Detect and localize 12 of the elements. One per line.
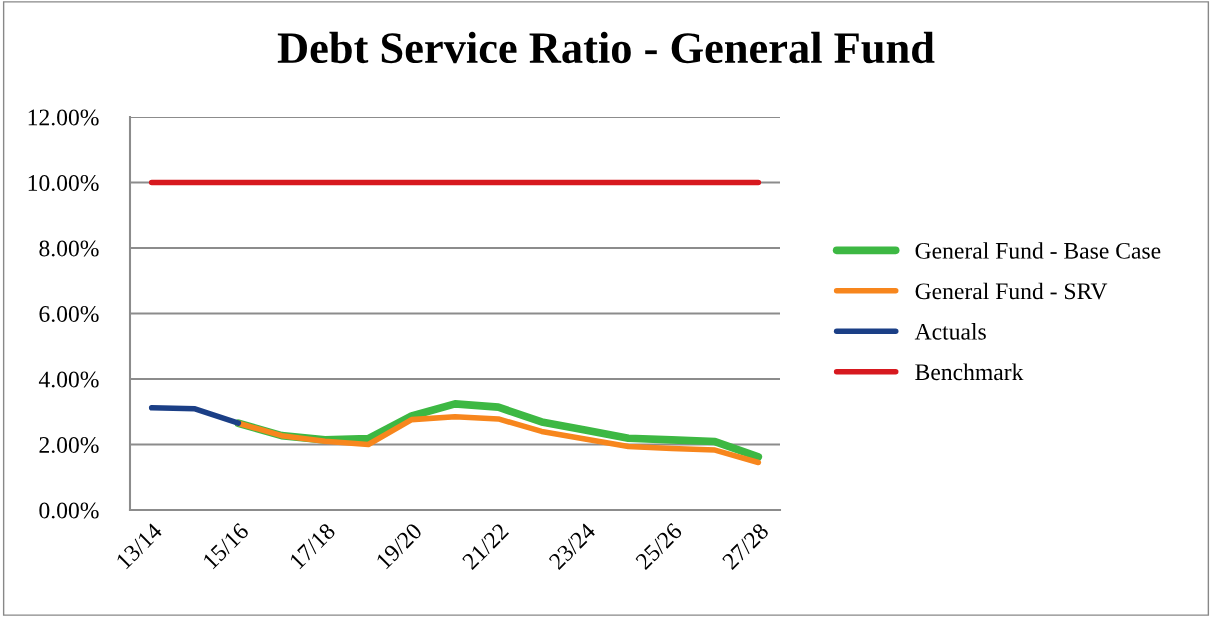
y-tick-label: 12.00% bbox=[28, 109, 99, 126]
y-tick-label: 4.00% bbox=[38, 371, 99, 388]
y-tick-label: 8.00% bbox=[39, 240, 99, 257]
legend-label: Actuals bbox=[914, 323, 986, 340]
legend-label: General Fund - Base Case bbox=[915, 242, 1161, 259]
y-tick-label: 2.00% bbox=[39, 436, 99, 454]
legend-label: General Fund - SRV bbox=[915, 282, 1108, 300]
chart-title: Debt Service Ratio - General Fund bbox=[277, 31, 935, 64]
y-tick-label: 0.00% bbox=[39, 502, 99, 519]
legend-label: Benchmark bbox=[915, 363, 1024, 381]
y-tick-label: 6.00% bbox=[39, 305, 99, 323]
y-tick-label: 10.00% bbox=[28, 174, 99, 192]
